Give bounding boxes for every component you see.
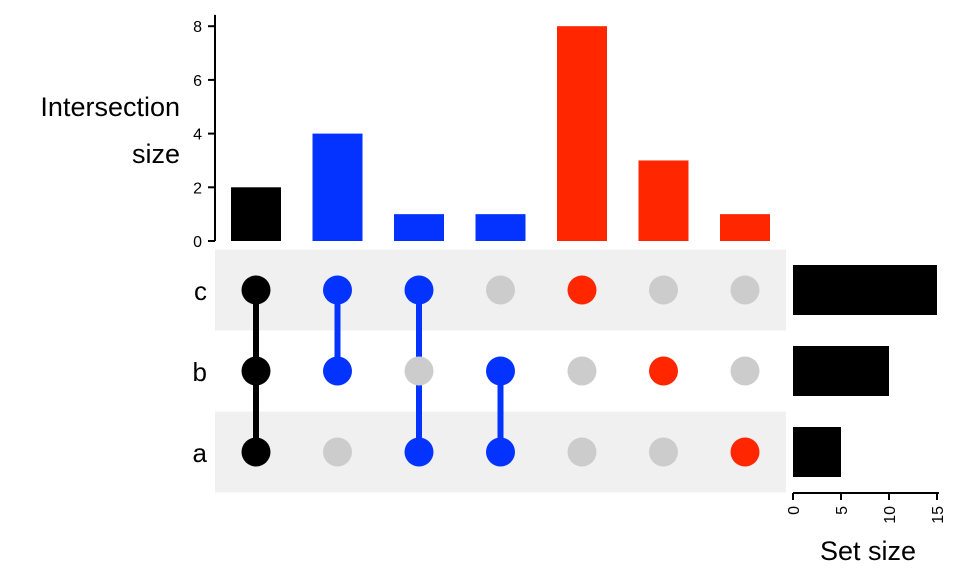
matrix-dot-a-1 [241,437,271,467]
matrix-dot-b-5 [567,356,597,386]
intersection-axis-tick-label-0: 0 [193,234,202,251]
intersection-matrix [241,275,760,467]
intersection-axis-title-line-2: size [132,139,180,169]
matrix-dot-a-7 [730,437,760,467]
intersection-bar-6 [638,160,689,241]
set-size-bar-c [793,265,937,315]
intersection-bar-1 [231,187,281,241]
intersection-size-axis: 0 2 4 6 8 [193,14,216,251]
intersection-axis-tick-label-4: 4 [193,127,202,144]
matrix-dot-b-1 [241,356,271,386]
matrix-dot-b-3 [404,356,434,386]
matrix-dot-c-2 [323,275,352,305]
set-label-b: b [193,357,207,387]
set-size-axis: 0 5 10 15 [786,492,947,524]
matrix-dot-c-6 [649,275,678,305]
matrix-dot-b-7 [730,356,760,386]
matrix-dot-c-3 [404,275,434,305]
intersection-bar-7 [720,214,770,241]
intersection-bar-5 [557,26,607,242]
intersection-bar-4 [475,214,526,241]
intersection-bars [231,26,770,242]
intersection-axis-tick-label-8: 8 [193,19,202,36]
matrix-dot-c-5 [567,275,597,305]
matrix-dot-a-2 [323,437,352,467]
matrix-dot-a-3 [404,437,434,467]
intersection-axis-tick-label-2: 2 [193,180,202,197]
intersection-bar-2 [312,133,363,241]
matrix-dot-a-4 [486,437,515,467]
matrix-dot-a-5 [567,437,597,467]
matrix-dot-c-4 [486,275,515,305]
set-size-axis-title: Set size [820,536,916,566]
matrix-dot-a-6 [649,437,678,467]
intersection-bar-3 [394,214,444,241]
set-label-a: a [193,438,208,468]
intersection-axis-tick-label-6: 6 [193,73,202,90]
set-labels: c b a [193,276,208,468]
set-size-axis-tick-label-15: 15 [930,506,947,524]
set-size-bar-a [793,427,841,477]
matrix-dot-c-1 [241,275,271,305]
set-size-axis-tick-label-10: 10 [882,506,899,524]
set-size-axis-tick-label-0: 0 [786,506,803,515]
intersection-axis-title-line-1: Intersection [40,92,180,122]
set-size-axis-tick-label-5: 5 [834,506,851,515]
matrix-dot-b-6 [649,356,678,386]
matrix-dot-c-7 [730,275,760,305]
set-label-c: c [194,276,207,306]
set-size-bars [793,265,937,477]
matrix-dot-b-4 [486,356,515,386]
set-size-bar-b [793,346,889,396]
matrix-dot-b-2 [323,356,352,386]
